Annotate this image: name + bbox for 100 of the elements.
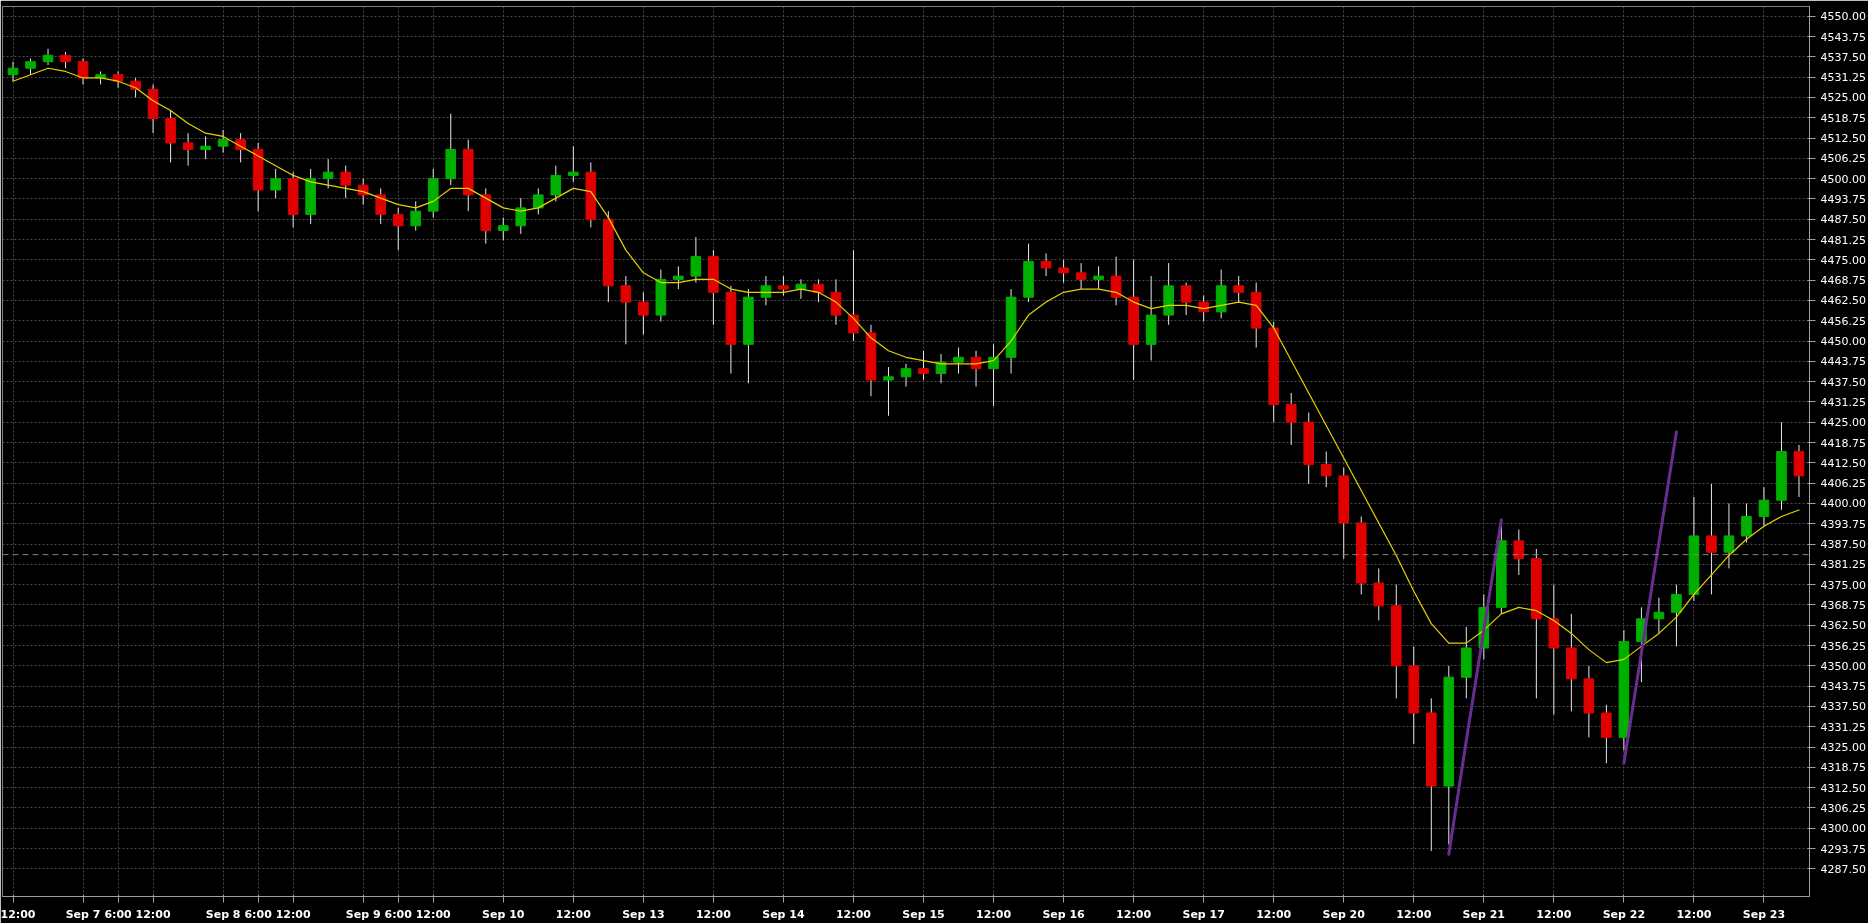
y-tick-label: 4512.50 [1820,132,1866,146]
candlestick [1373,567,1385,621]
candlestick [1180,282,1192,316]
y-tick-label: 4487.50 [1820,213,1866,227]
candlestick [883,366,894,417]
y-tick-label: 4431.25 [1820,395,1866,409]
y-tick-label: 4500.00 [1820,172,1866,186]
candlestick [900,363,912,388]
candlestick [1075,262,1087,290]
candlestick [970,350,982,388]
y-tick-label: 4325.00 [1820,741,1866,755]
candlestick [1741,502,1752,543]
candlestick [410,200,422,232]
x-tick-label: Sep 13 [622,907,665,921]
y-tick-label: 4443.75 [1820,355,1866,369]
candlestick [550,165,562,202]
y-tick-label: 4387.50 [1820,538,1866,552]
x-tick-label: 12:00 [555,907,592,921]
candlestick [532,187,544,215]
y-tick-label: 4337.50 [1820,700,1866,714]
candlestick [1513,528,1525,576]
x-tick-label: Sep 20 [1322,907,1366,921]
candlestick [270,168,281,199]
y-tick-label: 4506.25 [1820,152,1866,166]
x-tick-label: Sep 22 [1602,907,1646,921]
x-tick-label: 12:00 [835,907,872,921]
x-tick-label: Sep 23 [1742,907,1786,921]
y-tick-label: 4350.00 [1820,659,1866,673]
x-tick-label: 12:00 [976,907,1012,921]
candlestick [515,197,527,235]
x-tick-label: Sep 7 [65,907,101,921]
candlestick [830,278,842,326]
y-tick-label: 4393.75 [1820,517,1866,531]
x-tick-label: Sep 15 [902,907,945,921]
x-tick-label: Sep 14 [762,907,805,921]
y-tick-label: 4493.75 [1820,192,1866,206]
y-tick-label: 4375.00 [1820,578,1866,592]
x-tick-label: Sep 9 [345,907,381,921]
y-tick-label: 4300.00 [1820,822,1866,836]
candlestick [1723,502,1735,569]
y-tick-label: 4550.00 [1820,10,1866,24]
y-tick-label: 4362.50 [1820,619,1866,633]
x-tick-label: 6:00 [104,907,133,921]
candlestick [322,158,334,189]
x-tick-label: 12:00 [1256,907,1292,921]
y-tick-label: 4481.25 [1820,233,1866,247]
candlestick [1233,275,1244,303]
y-tick-label: 4456.25 [1820,314,1866,328]
candlestick [813,278,824,303]
x-tick-label: 12:00 [1536,907,1572,921]
y-tick-label: 4418.75 [1820,436,1866,450]
candlestick [200,135,211,160]
y-tick-label: 4293.75 [1820,842,1866,856]
candlestick [1110,256,1122,306]
candlestick [1671,584,1682,647]
candlestick [1285,392,1297,446]
candlestick [848,249,859,342]
x-tick-label: 12:00 [1116,907,1152,921]
y-tick-label: 4412.50 [1820,456,1866,470]
x-tick-label: 6:00 [244,907,273,921]
candlestick [778,275,789,297]
y-tick-label: 4543.75 [1820,30,1866,44]
x-tick-label: Sep 10 [482,907,525,921]
y-tick-label: 4343.75 [1820,680,1866,694]
y-tick-label: 4425.00 [1820,416,1866,430]
y-tick-label: 4381.25 [1820,558,1866,572]
candlestick [1320,451,1332,488]
candlestick [497,217,509,241]
y-tick-label: 4437.50 [1820,375,1866,389]
candlestick [760,275,772,306]
candlestick [1058,259,1069,284]
y-tick-label: 4450.00 [1820,335,1866,349]
x-tick-label: Sep 21 [1462,907,1506,921]
candlestick [1040,252,1052,277]
x-tick-label: 12:00 [695,907,732,921]
x-tick-label: 12:00 [0,907,36,921]
x-tick-label: 12:00 [275,907,312,921]
y-tick-label: 4312.50 [1820,781,1866,795]
y-tick-label: 4525.00 [1820,91,1866,105]
y-tick-label: 4406.25 [1820,477,1866,491]
candlestick [953,347,964,375]
x-tick-label: Sep 17 [1182,907,1225,921]
candlestick [1706,483,1717,595]
candlestick [217,129,229,154]
y-tick-label: 4518.75 [1820,111,1866,125]
candlestick [918,350,929,381]
candlestick [568,145,579,183]
candlestick [988,343,999,407]
candlestick [1093,265,1104,290]
candlestick [340,165,352,199]
candlestick [1653,597,1665,634]
y-tick-label: 4318.75 [1820,761,1866,775]
candlestick [638,291,649,336]
candlestick [620,275,632,345]
y-tick-label: 4287.50 [1820,862,1866,876]
candlestick [673,265,684,290]
line-series [1622,430,1678,765]
y-tick-label: 4306.25 [1820,801,1866,815]
candlestick [392,207,404,251]
candlestick [690,236,702,284]
